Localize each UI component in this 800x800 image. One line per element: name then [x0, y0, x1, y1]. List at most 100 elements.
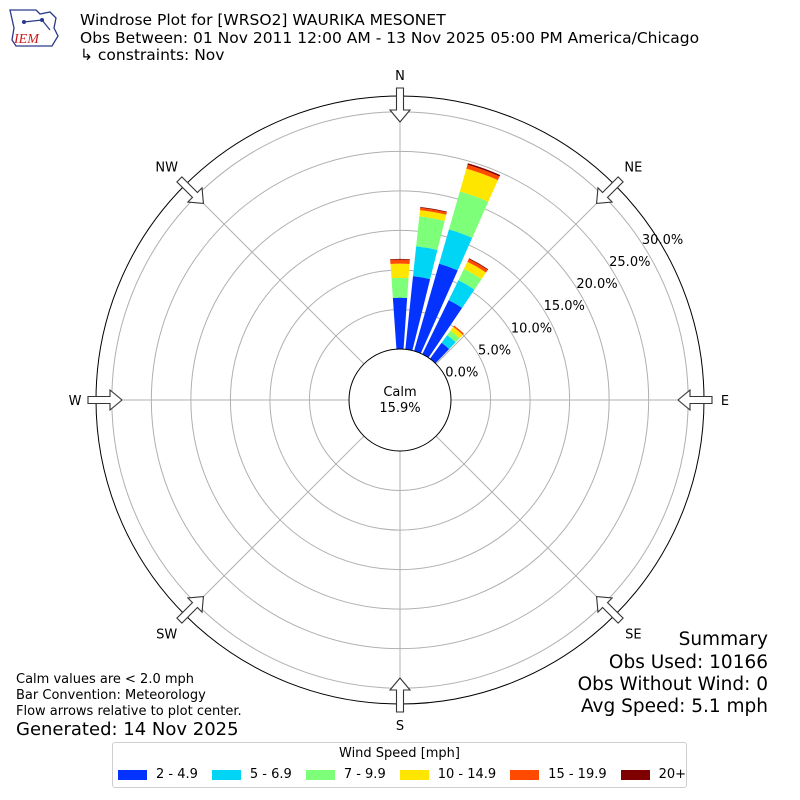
flow-arrow-shape: [677, 388, 713, 412]
flow-arrow-shape: [176, 595, 205, 624]
flow-arrow-shape: [595, 176, 624, 205]
wind-bar-segment: [392, 297, 408, 350]
direction-spokes: [96, 96, 704, 704]
wind-bar-segment: [468, 258, 489, 270]
legend-label: 20+: [658, 767, 687, 782]
legend-label: 7 - 9.9: [343, 767, 386, 782]
wind-bar-segment: [450, 326, 463, 339]
flow-arrow: [677, 388, 713, 412]
direction-label-nw: NW: [155, 161, 178, 176]
legend-swatch: [620, 769, 650, 780]
grid-spoke: [184, 184, 365, 365]
wind-bar-segment: [447, 330, 460, 343]
wind-bar-segment: [453, 325, 464, 335]
wind-bar-segment: [416, 216, 445, 251]
wind-bar-segment: [448, 280, 475, 308]
iem-logo: IEM: [9, 9, 59, 47]
legend-label: 10 - 14.9: [437, 767, 497, 782]
legend-swatch: [118, 769, 147, 780]
wind-bar-segment: [414, 263, 458, 354]
legend-item: 2 - 4.9: [118, 767, 198, 782]
legend-label: 5 - 6.9: [249, 767, 292, 782]
direction-label-ne: NE: [624, 161, 642, 176]
wind-bar-segment: [463, 261, 486, 280]
wind-bar-segment: [458, 268, 482, 290]
radial-tick-label: 15.0%: [544, 299, 585, 314]
flow-arrow: [176, 595, 205, 624]
flow-arrow: [388, 87, 412, 123]
flow-arrow: [87, 388, 123, 412]
legend: Wind Speed [mph] 2 - 4.9 5 - 6.9 7 - 9.9 10…: [112, 742, 687, 788]
flow-arrow: [176, 176, 205, 205]
legend-item: 5 - 6.9: [211, 767, 292, 782]
legend-item: 7 - 9.9: [305, 767, 386, 782]
chart-constraints: ↳ constraints: Nov: [80, 46, 225, 64]
flow-arrow-shape: [176, 176, 205, 205]
radial-tick-label: 30.0%: [642, 233, 683, 248]
logo-text: IEM: [13, 32, 40, 47]
wind-bar-segment: [459, 168, 498, 202]
calm-value: 15.9%: [379, 401, 420, 416]
wind-bar-segment: [420, 206, 447, 213]
wind-bar-segment: [422, 300, 463, 358]
calm-circle: [348, 348, 452, 452]
legend-label: 15 - 19.9: [548, 767, 607, 782]
flow-arrow-shape: [388, 677, 412, 713]
legend-item: 10 - 14.9: [399, 767, 497, 782]
direction-label-w: W: [69, 394, 82, 409]
flow-arrows-note: Flow arrows relative to plot center.: [16, 704, 242, 719]
direction-label-s: S: [396, 719, 404, 734]
radial-tick-label: 5.0%: [478, 343, 511, 358]
wind-bar-segment: [467, 163, 501, 177]
legend-swatch: [305, 769, 335, 780]
wind-bar-segment: [391, 277, 409, 298]
summary-obs-used: Obs Used: 10166: [608, 652, 768, 673]
direction-label-n: N: [395, 69, 405, 84]
flow-arrow-shape: [87, 388, 123, 412]
legend-swatch: [510, 769, 540, 780]
summary-title: Summary: [678, 629, 768, 650]
legend-item: 15 - 19.9: [510, 767, 607, 782]
radial-tick-labels: 0.0%5.0%10.0% 15.0% 20.0% 25.0% 30.0%: [445, 233, 683, 381]
radial-tick-label: 0.0%: [445, 365, 478, 380]
calm-label: Calm: [383, 385, 416, 400]
flow-arrow-shape: [595, 595, 624, 624]
wind-bar-segment: [429, 342, 450, 364]
legend-item: 20+: [620, 767, 687, 782]
chart-title: Windrose Plot for [WRSO2] WAURIKA MESONE…: [80, 11, 446, 29]
radial-tick-label: 20.0%: [576, 277, 617, 292]
wind-bar-segment: [448, 191, 489, 238]
calm-note: Calm values are < 2.0 mph: [16, 672, 195, 687]
flow-arrows: [87, 87, 713, 713]
wind-bar-segment: [419, 207, 447, 215]
summary-obs-without-wind: Obs Without Wind: 0: [577, 674, 768, 695]
direction-label-e: E: [721, 394, 729, 409]
wind-bar-segment: [390, 259, 410, 264]
flow-arrow: [388, 677, 412, 713]
flow-arrow: [595, 595, 624, 624]
summary-avg-speed: Avg Speed: 5.1 mph: [580, 696, 768, 717]
wind-bar-segment: [390, 263, 410, 279]
flow-arrow-shape: [388, 87, 412, 123]
bar-convention-note: Bar Convention: Meteorology: [16, 688, 206, 703]
direction-labels: N NE E SE S SW W NW: [69, 69, 730, 734]
grid-spoke: [435, 435, 616, 616]
flow-arrow: [595, 176, 624, 205]
legend-swatch: [211, 769, 241, 780]
wind-bar-segment: [419, 210, 447, 221]
legend-title: Wind Speed [mph]: [339, 746, 460, 761]
radial-tick-label: 10.0%: [511, 321, 552, 336]
legend-label: 2 - 4.9: [156, 767, 198, 782]
wind-bar-segment: [439, 229, 473, 271]
grid-spoke: [435, 184, 616, 365]
wind-bar-segment: [466, 164, 500, 181]
wind-bar-segment: [390, 258, 410, 261]
generated-date: Generated: 14 Nov 2025: [16, 719, 239, 740]
direction-label-se: SE: [625, 627, 641, 642]
wind-bar-segment: [441, 335, 456, 350]
wind-bar-segment: [467, 258, 488, 273]
wind-bars: [390, 163, 501, 364]
wind-bar-segment: [413, 246, 438, 280]
legend-swatch: [399, 769, 429, 780]
